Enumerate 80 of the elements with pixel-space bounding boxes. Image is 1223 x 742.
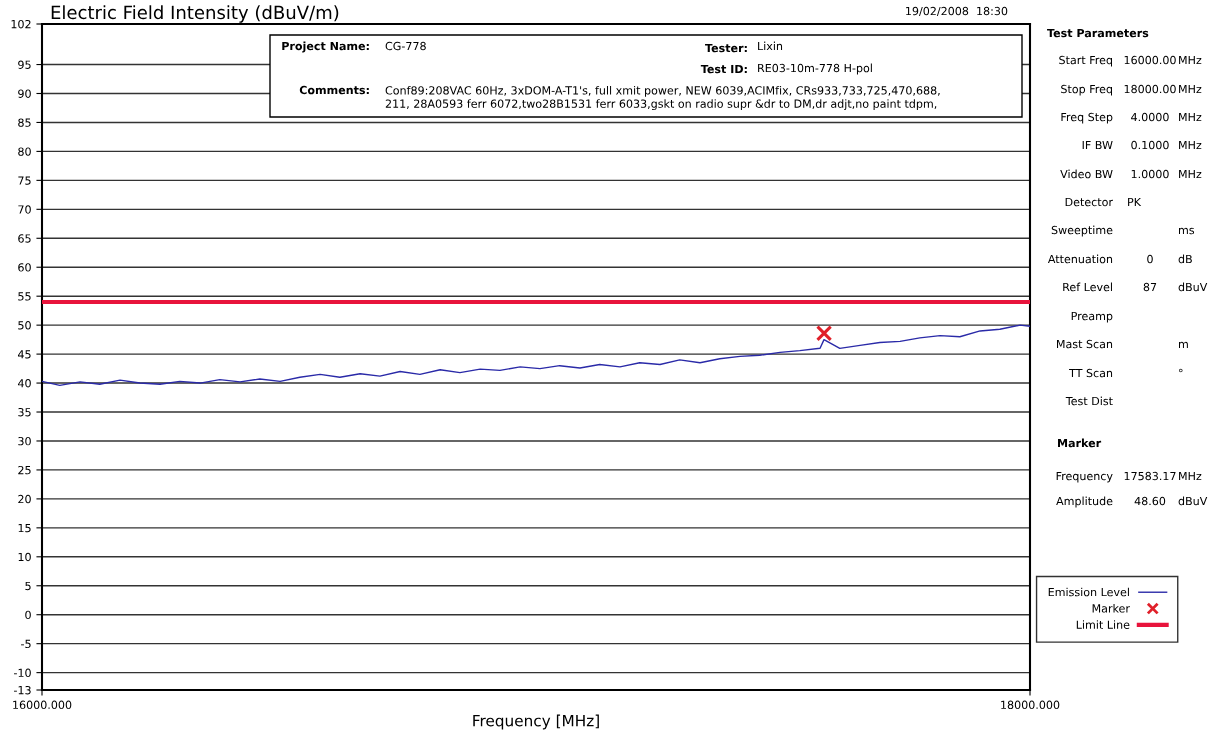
annotation: Project Name: xyxy=(282,41,369,53)
chart-title: Electric Field Intensity (dBuV/m) xyxy=(51,5,339,23)
text: 4.0000 xyxy=(1131,112,1169,122)
x-tick-label: 18000.000 xyxy=(1001,700,1060,710)
x-axis-title: Frequency [MHz] xyxy=(473,714,599,730)
x-tick-label: 16000.000 xyxy=(13,700,72,710)
y-tick-label: 10 xyxy=(18,552,31,562)
y-tick-label: 5 xyxy=(25,581,31,591)
text: Marker xyxy=(1058,438,1102,448)
y-tick-label: 20 xyxy=(18,494,31,504)
text: Video BW xyxy=(1060,169,1113,179)
text: MHz xyxy=(1179,112,1202,122)
y-tick-label: 55 xyxy=(18,292,31,301)
y-tick-label: 95 xyxy=(18,60,31,69)
text: Frequency xyxy=(1056,471,1113,483)
text: Mast Scan xyxy=(1057,339,1113,349)
text: 18000.00 xyxy=(1124,84,1176,94)
text: dB xyxy=(1178,254,1192,264)
text: TT Scan xyxy=(1069,368,1113,378)
y-tick-label: 35 xyxy=(18,407,31,417)
text: Sweeptime xyxy=(1051,225,1113,237)
text: 48.60 xyxy=(1134,496,1166,506)
text: IF BW xyxy=(1082,140,1113,150)
legend-label: Emission Level xyxy=(1048,587,1129,597)
text: MHz xyxy=(1179,169,1202,179)
y-tick-label: 50 xyxy=(18,321,31,330)
y-tick-label: -13 xyxy=(13,685,31,695)
text: ms xyxy=(1179,227,1195,235)
text: 0.1000 xyxy=(1131,140,1169,150)
annotation: Test ID: xyxy=(700,64,747,74)
text: 87 xyxy=(1143,282,1157,292)
text: Attenuation xyxy=(1047,254,1113,264)
text: Preamp xyxy=(1071,311,1113,323)
y-tick-label: -5 xyxy=(21,639,31,649)
text: 0 xyxy=(1147,254,1153,264)
text: m xyxy=(1179,341,1188,349)
annotation: Comments: xyxy=(299,85,369,95)
line-series xyxy=(42,324,1030,387)
y-tick-label: 40 xyxy=(17,379,31,388)
annotation: RE03-10m-778 H-pol xyxy=(758,63,872,75)
y-tick-label: -10 xyxy=(13,668,31,678)
annotation: Conf89:208VAC 60Hz, 3xDOM-A-T1's, full xmit power, NEW 6039,ACIMfix, CRs933,733,725,470,688, 211, 28A0593 ferr 6072,two28B1531 ferr 6033,gskt on radio supr &dr to DM,dr adjt,no paint tdpm, xyxy=(385,85,940,111)
text: 17583.17 xyxy=(1124,471,1176,481)
y-tick-label: 25 xyxy=(18,465,31,475)
text: 16000.00 xyxy=(1124,55,1176,65)
text: MHz xyxy=(1179,140,1202,150)
y-tick-label: 75 xyxy=(18,176,31,185)
annotation: CG-778 xyxy=(385,41,426,51)
text: MHz xyxy=(1179,84,1202,94)
y-tick-label: 45 xyxy=(17,350,31,359)
y-tick-label: 102 xyxy=(11,19,31,29)
text: dBuV xyxy=(1178,496,1208,506)
text: 19/02/2008 18:30 xyxy=(906,6,1008,17)
text: MHz xyxy=(1179,471,1202,481)
text: Test Dist xyxy=(1065,396,1113,406)
y-tick-label: 85 xyxy=(18,118,31,127)
legend-label: Limit Line xyxy=(1076,620,1130,629)
y-tick-label: 80 xyxy=(18,147,31,156)
text: MHz xyxy=(1179,55,1202,65)
text: Detector xyxy=(1065,197,1113,207)
text: Test Parameters xyxy=(1047,28,1149,38)
text: dBuV xyxy=(1178,282,1208,292)
text: Freq Step xyxy=(1061,112,1113,124)
text: 1.0000 xyxy=(1131,169,1169,179)
y-tick-label: 90 xyxy=(18,89,31,98)
text: Ref Level xyxy=(1063,282,1112,292)
text: ° xyxy=(1179,368,1183,373)
text: Stop Freq xyxy=(1061,84,1112,96)
legend-label: Marker xyxy=(1092,603,1130,613)
annotation: Tester: xyxy=(705,43,747,53)
y-tick-label: 70 xyxy=(18,205,31,214)
text: Start Freq xyxy=(1059,55,1112,67)
y-tick-label: 30 xyxy=(18,436,31,446)
y-tick-label: 65 xyxy=(18,234,31,243)
text: Amplitude xyxy=(1056,496,1113,508)
y-tick-label: 0 xyxy=(25,610,31,620)
y-tick-label: 15 xyxy=(18,523,31,533)
y-tick-label: 60 xyxy=(18,263,31,272)
text: PK xyxy=(1128,197,1142,207)
annotation: Lixin xyxy=(758,41,783,51)
